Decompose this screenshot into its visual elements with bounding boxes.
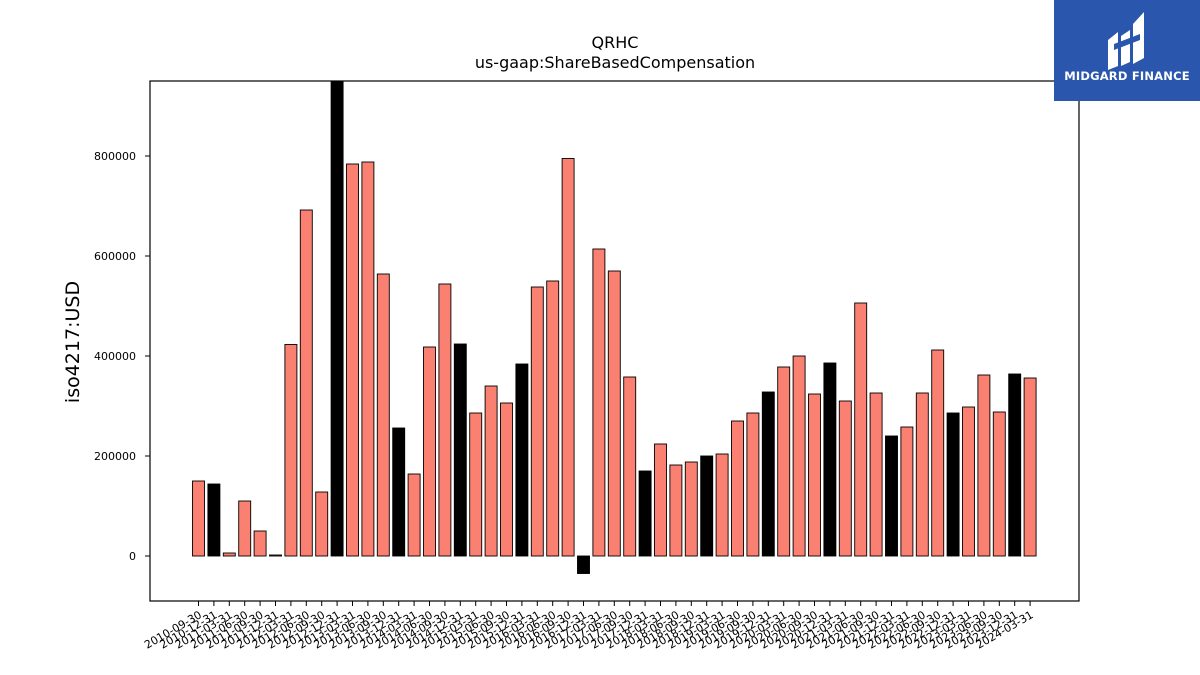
bars-group xyxy=(192,81,1037,574)
bar-2013-03-31 xyxy=(346,163,359,557)
bar-2022-12-31 xyxy=(946,412,960,557)
x-axis: 2010-09-302010-12-312011-03-312011-06-30… xyxy=(142,601,1036,652)
bar-2019-12-31 xyxy=(761,391,775,557)
bar-2016-09-30 xyxy=(561,158,575,557)
bar-2015-09-30 xyxy=(500,402,513,557)
bar-2018-06-30 xyxy=(669,464,683,557)
y-tick-label: 0 xyxy=(129,550,136,563)
bar-2019-09-30 xyxy=(746,412,760,557)
bar-2021-06-30 xyxy=(854,302,868,557)
bar-2017-03-31 xyxy=(592,248,606,557)
bar-2018-12-31 xyxy=(700,455,714,557)
bar-2019-06-30 xyxy=(731,420,744,557)
bar-2017-09-30 xyxy=(623,376,637,557)
bar-2021-03-31 xyxy=(838,400,852,557)
bar-2015-06-30 xyxy=(484,385,498,557)
y-tick-label: 600000 xyxy=(94,250,136,263)
bar-2022-09-30 xyxy=(931,349,945,557)
bar-2016-06-30 xyxy=(546,280,560,557)
bar-2018-09-30 xyxy=(684,461,698,557)
bar-2014-12-31 xyxy=(453,343,467,557)
bar-2017-12-31 xyxy=(638,470,652,557)
bar-2014-09-30 xyxy=(438,283,452,557)
bar-2010-12-31 xyxy=(207,483,221,557)
bar-2020-06-30 xyxy=(792,355,806,557)
y-tick-label: 200000 xyxy=(94,450,136,463)
bar-2020-03-31 xyxy=(777,366,791,557)
bar-2013-12-31 xyxy=(392,427,406,557)
bar-2020-12-31 xyxy=(823,362,837,557)
bar-2023-12-31 xyxy=(1008,373,1022,557)
bar-2013-09-30 xyxy=(376,273,390,557)
midgard-logo-icon xyxy=(1108,12,1144,70)
bar-2018-03-31 xyxy=(654,443,667,557)
y-axis-label: iso4217:USD xyxy=(62,281,84,403)
bar-2012-06-30 xyxy=(299,209,313,557)
bar-2021-09-30 xyxy=(869,392,883,557)
bar-2016-03-31 xyxy=(530,286,544,557)
bar-2011-12-31 xyxy=(269,554,282,557)
bar-2021-12-31 xyxy=(885,435,898,557)
bar-2023-06-30 xyxy=(977,374,991,557)
bar-2022-06-30 xyxy=(915,392,929,557)
plot-frame xyxy=(149,80,1080,602)
chart-subtitle: us-gaap:ShareBasedCompensation xyxy=(475,53,755,72)
logo-text: MIDGARD FINANCE xyxy=(1064,69,1190,83)
bar-2014-06-30 xyxy=(423,346,436,557)
bar-2020-09-30 xyxy=(808,393,821,557)
bar-2023-03-31 xyxy=(962,406,975,557)
bar-2011-03-31 xyxy=(222,552,236,557)
bar-2016-12-31 xyxy=(577,555,590,574)
midgard-finance-logo: MIDGARD FINANCE xyxy=(1054,0,1200,101)
bar-2013-06-30 xyxy=(361,161,375,557)
bar-2014-03-31 xyxy=(407,473,421,557)
bar-2024-03-31 xyxy=(1023,377,1037,557)
y-axis: 0 200000 400000 600000 800000 xyxy=(94,150,150,563)
bar-2015-12-31 xyxy=(515,363,529,557)
bar-2012-03-31 xyxy=(284,344,298,557)
bar-2012-12-31 xyxy=(330,81,344,557)
bar-2023-09-30 xyxy=(992,411,1006,557)
bar-2019-03-31 xyxy=(715,453,729,557)
bar-2017-06-30 xyxy=(607,270,621,557)
y-tick-label: 400000 xyxy=(94,350,136,363)
bar-2022-03-31 xyxy=(900,426,914,557)
bar-2015-03-31 xyxy=(469,412,483,557)
bar-2011-09-30 xyxy=(253,530,267,557)
y-tick-label: 800000 xyxy=(94,150,136,163)
bar-2012-09-30 xyxy=(315,491,329,557)
chart-title: QRHC xyxy=(592,33,639,52)
bar-2011-06-30 xyxy=(238,500,252,557)
bar-2010-09-30 xyxy=(192,480,205,557)
